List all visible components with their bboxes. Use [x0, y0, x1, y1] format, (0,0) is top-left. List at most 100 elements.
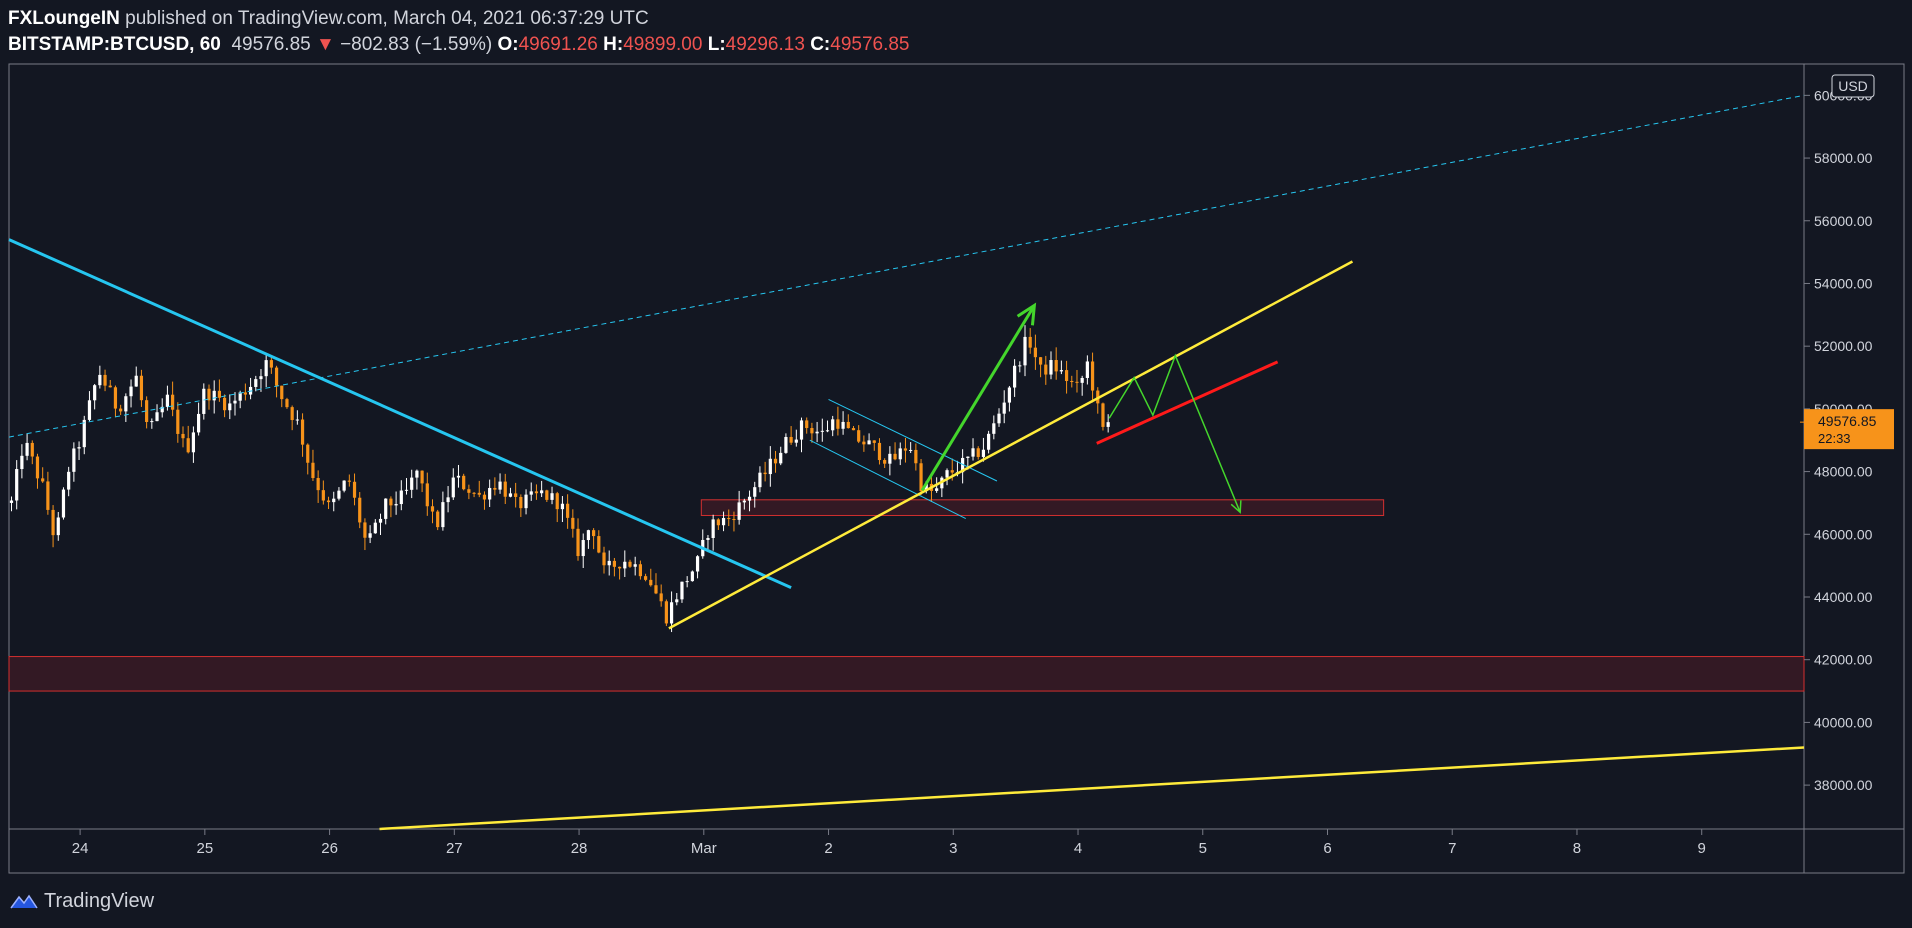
candle-up: [373, 522, 377, 534]
candle-down: [519, 496, 523, 509]
candle-down: [732, 519, 736, 521]
candle-down: [571, 517, 575, 529]
candle-up: [784, 436, 788, 453]
candle-up: [753, 487, 757, 497]
candle-up: [524, 494, 528, 509]
candle-down: [763, 472, 767, 475]
candle-down: [321, 490, 325, 501]
time-axis[interactable]: 24 25 26 27 28 Mar 2 3 4 5 6 7 8 9: [72, 829, 1706, 857]
candle-down: [1054, 360, 1058, 372]
candle-down: [285, 399, 289, 408]
footer-branding[interactable]: TradingView: [10, 886, 154, 916]
candle-up: [675, 599, 679, 603]
candle-up: [987, 433, 991, 450]
candle-up: [1007, 387, 1012, 403]
x-tick-label: 26: [321, 840, 338, 857]
zones-layer: [8, 499, 1805, 692]
bar-countdown-label: 22:33: [1818, 431, 1851, 446]
low-value: 49296.13: [725, 34, 805, 55]
author-name[interactable]: FXLoungeIN: [8, 8, 120, 29]
candle-up: [992, 423, 996, 434]
candle-down: [1033, 347, 1037, 358]
x-tick-label: 28: [571, 840, 588, 857]
symbol-name[interactable]: BITSTAMP:BTCUSD, 60: [8, 34, 221, 55]
candle-up: [197, 413, 201, 433]
candle-up: [337, 490, 341, 499]
candle-up: [831, 419, 835, 431]
candle-up: [498, 481, 502, 490]
candle-up: [1002, 402, 1006, 414]
candle-up: [155, 412, 159, 422]
y-tick-label: 48000.00: [1814, 464, 1873, 480]
candle-down: [103, 374, 107, 386]
candle-down: [420, 470, 424, 484]
candle-up: [1023, 336, 1027, 366]
candle-down: [716, 519, 720, 526]
candle-down: [950, 470, 954, 473]
candle-down: [903, 448, 908, 451]
candle-up: [295, 419, 299, 421]
low-label: L:: [707, 34, 726, 55]
candle-down: [300, 419, 305, 445]
candle-up: [540, 490, 544, 494]
candle-down: [1075, 381, 1079, 383]
y-tick-label: 44000.00: [1814, 589, 1873, 605]
x-tick-label: 9: [1698, 840, 1706, 857]
candle-down: [425, 483, 429, 507]
candle-down: [176, 409, 180, 434]
candle-up: [1049, 360, 1053, 375]
cyan-dashed-trendline: [8, 94, 1805, 438]
price-axis[interactable]: 60000.0058000.0056000.0054000.0052000.00…: [1804, 87, 1873, 793]
candle-down: [576, 528, 580, 557]
candle-down: [306, 444, 310, 463]
candle-up: [1018, 365, 1022, 367]
candle-up: [669, 602, 674, 624]
candle-down: [108, 385, 112, 388]
candle-up: [981, 449, 986, 457]
candle-up: [264, 360, 268, 377]
candle-down: [592, 530, 596, 537]
candle-down: [872, 440, 876, 443]
x-tick-label: 8: [1573, 840, 1581, 857]
candle-up: [25, 442, 29, 456]
candle-up: [550, 493, 554, 500]
candle-up: [758, 472, 762, 488]
green-projection-path: [1108, 353, 1241, 513]
candle-down: [654, 585, 658, 594]
candle-up: [394, 504, 398, 506]
candle-up: [1013, 365, 1017, 388]
candle-down: [534, 491, 539, 494]
currency-badge[interactable]: USD: [1831, 74, 1875, 98]
candle-up: [721, 518, 726, 526]
candle-down: [1064, 370, 1069, 381]
candle-down: [602, 552, 606, 566]
candle-up: [233, 400, 237, 404]
drawings-layer: [8, 94, 1805, 831]
candle-down: [51, 509, 55, 536]
candle-down: [30, 442, 34, 457]
close-label: C:: [810, 34, 831, 55]
candle-down: [243, 392, 247, 395]
candle-up: [228, 403, 232, 411]
currency-label: USD: [1838, 78, 1868, 94]
candle-down: [269, 360, 273, 368]
candle-down: [347, 480, 351, 482]
candle-up: [20, 455, 24, 470]
candle-down: [773, 458, 778, 464]
candle-up: [150, 421, 154, 423]
candle-up: [332, 498, 336, 503]
y-tick-label: 42000.00: [1814, 652, 1873, 668]
candles-layer: [9, 325, 1110, 633]
candle-up: [695, 556, 700, 572]
candle-down: [503, 481, 507, 497]
x-tick-label: 2: [824, 840, 832, 857]
published-text: published on TradingView.com, March 04, …: [125, 8, 649, 29]
candle-up: [129, 386, 133, 397]
candle-up: [67, 471, 71, 490]
candle-down: [482, 494, 487, 500]
candle-up: [399, 490, 403, 505]
candle-up: [945, 470, 949, 478]
y-tick-label: 38000.00: [1814, 777, 1873, 793]
candle-down: [919, 463, 923, 492]
